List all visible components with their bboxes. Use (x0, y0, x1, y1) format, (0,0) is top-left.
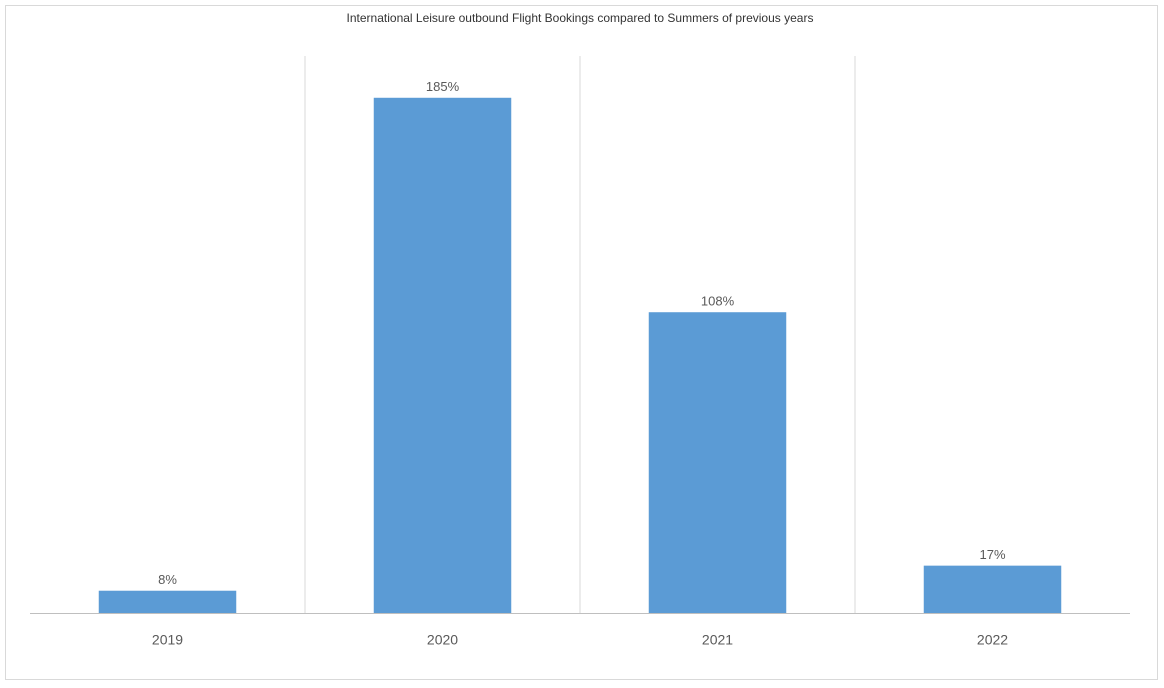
x-tick-label: 2020 (427, 632, 458, 648)
bar (373, 97, 512, 613)
x-tick-label: 2019 (152, 632, 183, 648)
value-label: 185% (426, 79, 460, 94)
chart-title: International Leisure outbound Flight Bo… (347, 11, 814, 25)
value-label: 8% (158, 572, 177, 587)
bar (923, 565, 1062, 613)
x-tick-label: 2022 (977, 632, 1008, 648)
bar (98, 590, 237, 613)
bar (648, 312, 787, 613)
value-label: 17% (979, 547, 1005, 562)
x-tick-label: 2021 (702, 632, 733, 648)
value-label: 108% (701, 294, 735, 309)
